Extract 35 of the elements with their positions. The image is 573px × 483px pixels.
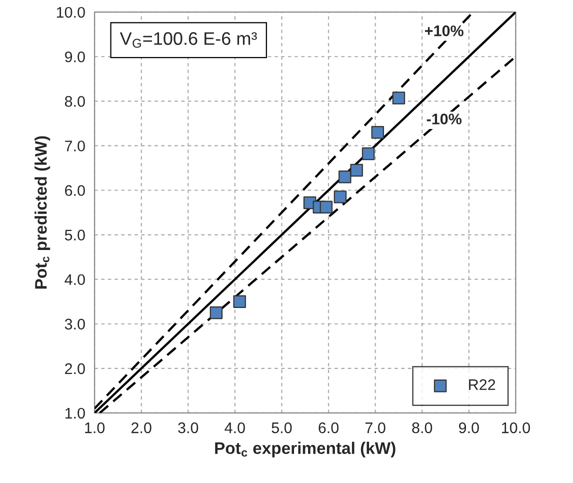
x-tick-label: 7.0 xyxy=(365,422,386,434)
point xyxy=(334,190,347,204)
point xyxy=(392,92,406,104)
y-tick-label: 8.0 xyxy=(64,96,85,107)
point xyxy=(210,306,223,320)
x-tick-label: 10.0 xyxy=(502,422,530,434)
x-axis-title: Pot$_{c}$ experimental (kW) xyxy=(215,442,396,458)
legend-label: R22 xyxy=(469,379,496,390)
point xyxy=(371,126,384,139)
x-tick-label: 5.0 xyxy=(272,422,292,434)
point xyxy=(338,170,352,184)
annotation: V$_{G}$=100.6 E-6 m³ xyxy=(120,32,257,48)
x-tick-label: 4.0 xyxy=(224,422,245,434)
point xyxy=(350,164,363,177)
point xyxy=(320,200,333,214)
point xyxy=(362,147,375,160)
x-tick-label: 9.0 xyxy=(459,422,479,434)
y-axis-title: Pot$_{c}$ predicted (kW) xyxy=(34,136,50,289)
x-tick-label: 8.0 xyxy=(412,422,432,434)
x-tick-label: 1.0 xyxy=(85,422,105,434)
annotation: -10% xyxy=(426,114,462,124)
y-tick-label: 6.0 xyxy=(65,185,85,196)
x-tick-label: 6.0 xyxy=(318,422,339,434)
annotation: +10% xyxy=(424,25,464,36)
y-tick-label: 2.0 xyxy=(65,363,85,374)
y-tick-label: 10.0 xyxy=(56,6,85,18)
point xyxy=(233,295,246,308)
x-tick-label: 2.0 xyxy=(131,422,152,434)
y-tick-label: 7.0 xyxy=(65,140,85,152)
y-tick-label: 1.0 xyxy=(65,408,85,419)
x-tick-label: 3.0 xyxy=(178,422,198,434)
y-tick-label: 3.0 xyxy=(64,318,85,330)
y-tick-label: 5.0 xyxy=(64,230,85,240)
y-tick-label: 9.0 xyxy=(64,51,85,62)
y-tick-label: 4.0 xyxy=(64,274,85,286)
